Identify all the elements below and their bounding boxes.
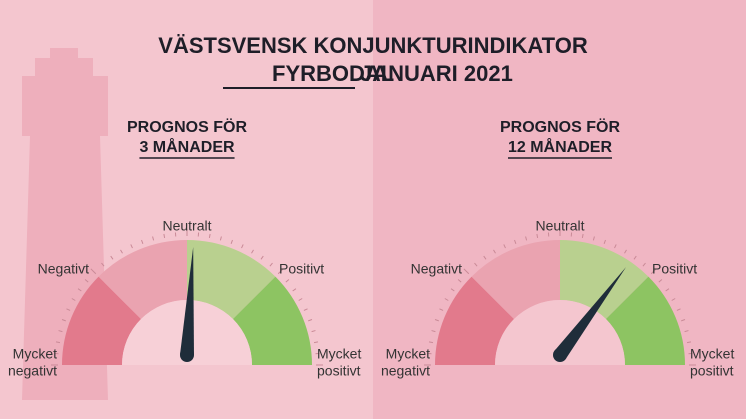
gauge-tick [277, 268, 284, 275]
title: VÄSTSVENSK KONJUNKTURINDIKATOR [158, 33, 588, 58]
very-negative-label: Mycket [386, 346, 430, 362]
gauge-tick [686, 341, 692, 344]
negative-label: Negativt [411, 261, 462, 277]
gauge-tick [665, 288, 670, 292]
gauge-segment [187, 240, 276, 320]
neutral-label: Neutralt [535, 218, 584, 234]
gauge-tick [163, 233, 166, 239]
needle [554, 267, 626, 359]
gauge-tick [130, 244, 133, 249]
very-positive-label: Mycket [690, 346, 734, 362]
gauge-tick [298, 298, 303, 301]
gauge-tick [66, 308, 71, 311]
gauge-segment [605, 276, 686, 365]
gauge-tick [120, 249, 123, 254]
gauge-tick [592, 236, 595, 241]
gauge-tick [219, 236, 222, 241]
gauge-tick [624, 249, 627, 254]
very-positive-label: Mycket [317, 346, 361, 362]
gauge-tick [493, 249, 496, 254]
gauge-tick [260, 255, 264, 260]
gauge-tick [450, 288, 455, 292]
positive-label: Positivt [652, 261, 697, 277]
gauge-segment [62, 276, 142, 365]
gauge-tick [444, 298, 449, 301]
gauge-tick [633, 255, 637, 260]
gauge-segment [560, 240, 649, 320]
very-negative-label: Mycket [13, 346, 57, 362]
gauge-tick [457, 279, 462, 283]
gauge-tick [681, 319, 686, 322]
gauge-tick [431, 330, 436, 333]
gauge-tick [285, 279, 290, 283]
heading: PROGNOS FÖR [500, 117, 620, 136]
gauge-tick [603, 239, 606, 244]
gauge-segment [98, 240, 187, 320]
gauge-segment [232, 276, 312, 365]
very-negative-label: negativt [8, 363, 57, 379]
negative-label: Negativt [38, 261, 89, 277]
very-positive-label: positivt [317, 363, 361, 379]
gauge-tick [614, 244, 617, 249]
gauge-tick [536, 233, 539, 239]
very-negative-label: negativt [381, 363, 430, 379]
gauge-segment [471, 240, 560, 320]
very-positive-label: positivt [690, 363, 734, 379]
gauge-tick [581, 233, 584, 239]
gauge-tick [525, 236, 528, 241]
gauge-tick [313, 341, 319, 344]
gauge-tick [684, 330, 689, 333]
gauge-tick [503, 244, 506, 249]
horizon: 12 MÅNADER [508, 137, 612, 156]
gauge-segment [435, 276, 515, 365]
gauge-tick [241, 244, 244, 249]
gauge-tick [61, 319, 66, 322]
gauge-tick [463, 268, 470, 275]
gauge-tick [676, 308, 681, 311]
gauge-tick [251, 249, 254, 254]
gauge-tick [230, 239, 233, 244]
positive-label: Positivt [279, 261, 324, 277]
gauge-tick [514, 239, 517, 244]
gauge-tick [77, 288, 82, 292]
gauge-tick [308, 319, 313, 322]
gauge-tick [483, 255, 487, 260]
gauge-tick [101, 262, 105, 267]
gauge-tick [152, 236, 155, 241]
period: JANUARI 2021 [360, 61, 513, 86]
gauge-tick [110, 255, 114, 260]
gauge-tick [650, 268, 657, 275]
gauge-tick [71, 298, 76, 301]
gauge-tick [55, 341, 61, 344]
heading: PROGNOS FÖR [127, 117, 247, 136]
gauge-tick [311, 330, 316, 333]
gauge-tick [671, 298, 676, 301]
gauge-tick [90, 268, 97, 275]
gauge-tick [434, 319, 439, 322]
gauge-tick [658, 279, 663, 283]
gauge-tick [292, 288, 297, 292]
gauge-tick [303, 308, 308, 311]
gauge-tick [58, 330, 63, 333]
region: FYRBODAL [272, 61, 394, 86]
gauge-tick [642, 262, 646, 267]
gauge-tick [269, 262, 273, 267]
horizon: 3 MÅNADER [139, 137, 235, 156]
gauge-tick [474, 262, 478, 267]
needle-hub [553, 348, 567, 362]
needle-hub [180, 348, 194, 362]
gauge-tick [428, 341, 434, 344]
needle [180, 247, 194, 356]
gauge-tick [439, 308, 444, 311]
gauge-tick [141, 239, 144, 244]
gauge-tick [84, 279, 89, 283]
gauge-tick [208, 233, 211, 239]
neutral-label: Neutralt [162, 218, 211, 234]
